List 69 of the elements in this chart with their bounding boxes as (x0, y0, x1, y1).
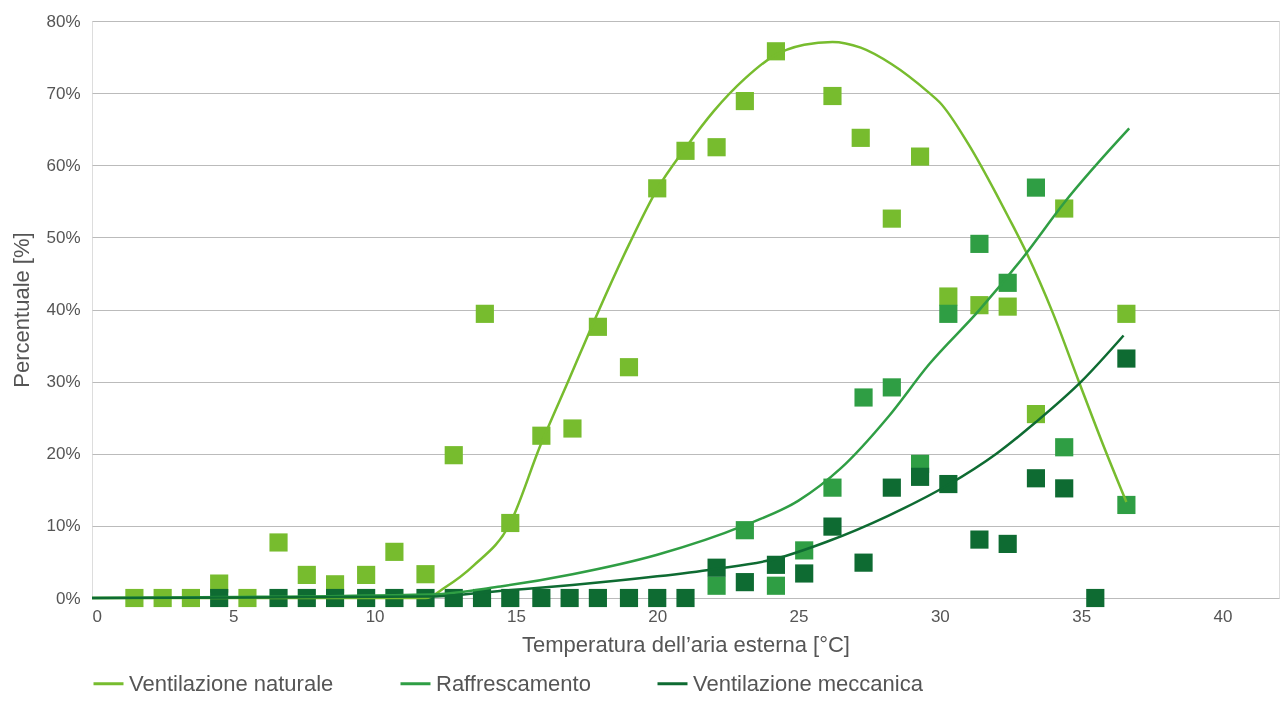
point (475, 304, 494, 323)
legend-label: Ventilazione meccanica (693, 670, 924, 696)
point (357, 565, 376, 584)
point (676, 588, 695, 608)
point (939, 304, 958, 323)
y-tick-label: 60% (46, 155, 81, 175)
y-tick-label: 80% (46, 11, 81, 31)
y-tick-label: 40% (46, 300, 81, 319)
y-tick-label: 70% (46, 83, 81, 103)
x-tick-label: 25 (789, 606, 809, 626)
point (735, 573, 754, 592)
point (1055, 438, 1074, 457)
point (882, 209, 901, 228)
point (1055, 479, 1074, 498)
point (707, 138, 726, 157)
point (1117, 349, 1136, 368)
y-tick-label: 30% (46, 372, 81, 392)
legend-label: Ventilazione naturale (129, 670, 334, 696)
point (882, 378, 901, 397)
legend-label: Raffrescamento (436, 670, 591, 696)
point (648, 588, 667, 608)
point (588, 588, 607, 608)
point (823, 517, 842, 536)
x-tick-label: 30 (930, 606, 950, 626)
point (1117, 495, 1136, 515)
point (823, 478, 842, 497)
point (619, 588, 639, 608)
x-axis-title: Temperatura dell’aria esterna [°C] (522, 631, 850, 657)
point (735, 91, 754, 111)
point (1026, 178, 1046, 197)
x-tick-label: 15 (506, 606, 526, 626)
point (823, 86, 842, 106)
x-tick-label: 10 (365, 606, 385, 626)
point (532, 588, 551, 608)
y-tick-label: 20% (46, 444, 81, 464)
point (910, 467, 930, 486)
point (882, 478, 901, 497)
point (416, 565, 435, 584)
y-tick-label: 10% (46, 516, 81, 536)
point (444, 446, 463, 465)
point (854, 388, 873, 407)
point (851, 128, 870, 147)
point (707, 576, 726, 595)
point (910, 147, 930, 166)
point (795, 564, 814, 583)
point (970, 530, 989, 549)
y-axis-title: Percentuale [%] (9, 232, 35, 388)
x-tick-label: 20 (648, 606, 668, 626)
point (619, 358, 639, 377)
x-tick-label: 35 (1072, 606, 1092, 626)
point (970, 234, 989, 253)
point (1026, 469, 1046, 488)
point (563, 419, 582, 438)
point (385, 542, 404, 561)
point (766, 576, 786, 595)
point (269, 533, 288, 552)
point (297, 565, 316, 584)
point (998, 297, 1017, 316)
point (939, 287, 958, 306)
y-tick-label: 0% (55, 588, 81, 608)
y-tick-label: 50% (46, 227, 81, 247)
point (998, 534, 1017, 553)
x-tick-label: 5 (229, 606, 239, 626)
point (854, 553, 873, 572)
x-tick-label: 40 (1213, 606, 1233, 626)
point (560, 588, 579, 608)
x-tick-label: 0 (92, 606, 102, 626)
point (1086, 588, 1105, 608)
point (1117, 304, 1136, 323)
